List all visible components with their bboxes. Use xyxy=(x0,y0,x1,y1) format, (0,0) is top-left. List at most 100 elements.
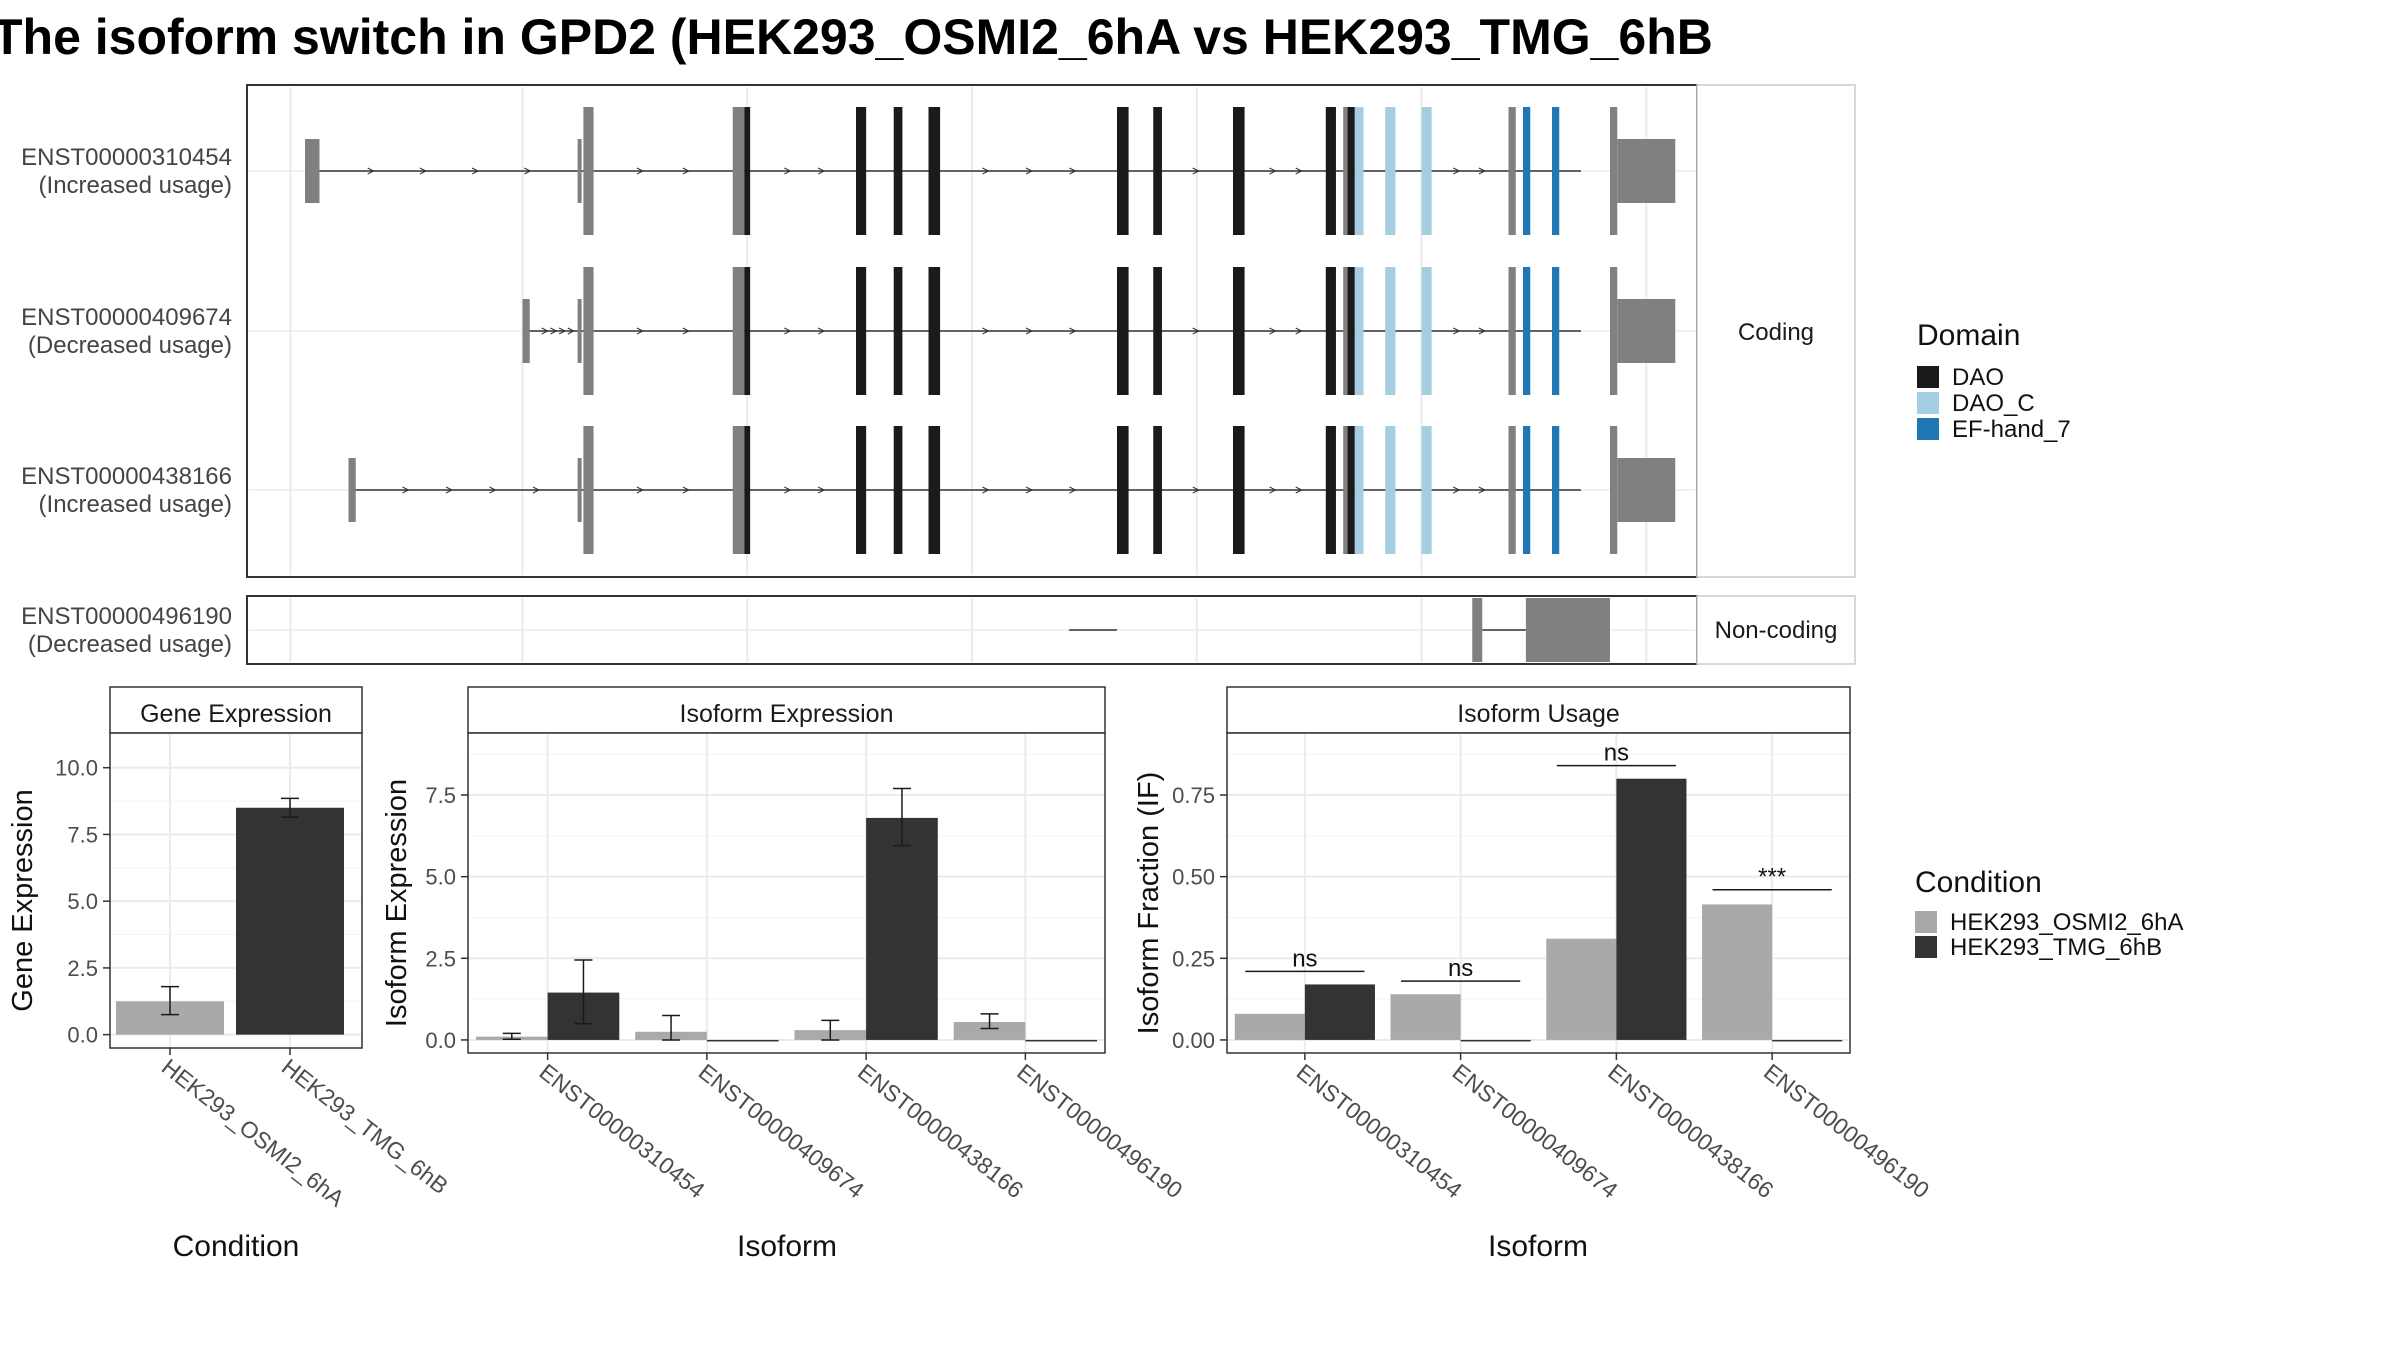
condition-legend-title: Condition xyxy=(1915,866,2042,899)
intron-arrow xyxy=(1295,167,1303,175)
intron-arrow xyxy=(402,486,410,494)
intron-arrow xyxy=(982,327,990,335)
domain-exon xyxy=(893,107,903,235)
domain-exon xyxy=(744,107,751,235)
domain-exon xyxy=(928,267,941,395)
condition-legend-label: HEK293_TMG_6hB xyxy=(1950,934,2162,961)
intron-arrow xyxy=(445,486,454,494)
intron-arrow xyxy=(817,486,826,494)
domain-exon xyxy=(1421,426,1432,554)
x-tick-label: ENST00000438166 xyxy=(853,1058,1028,1203)
x-tick-label: ENST00000310454 xyxy=(535,1058,710,1203)
bar xyxy=(1390,994,1461,1040)
bar xyxy=(236,807,344,1035)
domain-legend-label: EF-hand_7 xyxy=(1952,416,2071,443)
exon xyxy=(1610,267,1618,395)
intron-arrow xyxy=(682,486,690,494)
intron-arrow xyxy=(532,486,541,494)
domain-exon xyxy=(1421,267,1432,395)
domain-exon xyxy=(1421,107,1432,235)
intron-arrow xyxy=(541,327,549,335)
domain-exon xyxy=(928,107,941,235)
significance-label: ns xyxy=(1292,945,1317,972)
x-tick-label: ENST00000438166 xyxy=(1603,1058,1778,1203)
noncoding-strip xyxy=(1696,595,1856,665)
intron-arrow xyxy=(419,167,428,175)
transcript-usage-label: (Increased usage) xyxy=(39,491,232,518)
intron-arrow xyxy=(636,327,645,335)
exon xyxy=(1508,107,1516,235)
intron-arrow xyxy=(1295,486,1303,494)
bar xyxy=(1304,984,1375,1040)
intron-arrow xyxy=(1295,327,1303,335)
figure-title: The isoform switch in GPD2 (HEK293_OSMI2… xyxy=(0,9,1713,65)
exon xyxy=(1610,426,1618,554)
intron-arrow xyxy=(367,167,375,175)
exon xyxy=(732,426,745,554)
intron-arrow xyxy=(1025,327,1034,335)
bar xyxy=(1234,1013,1305,1040)
intron-arrow xyxy=(1453,167,1461,175)
bar xyxy=(1702,904,1773,1040)
exon xyxy=(1343,426,1348,554)
intron-arrow xyxy=(1069,327,1077,335)
domain-legend-swatch xyxy=(1917,392,1939,414)
y-tick-label: 2.5 xyxy=(425,946,456,971)
x-tick-label: ENST00000496190 xyxy=(1012,1058,1187,1203)
y-tick-label: 0.0 xyxy=(425,1028,456,1053)
domain-exon xyxy=(744,426,751,554)
x-tick-label: ENST00000409674 xyxy=(694,1058,869,1203)
y-tick-label: 0.25 xyxy=(1172,946,1215,971)
y-axis-title: Isoform Fraction (IF) xyxy=(1133,772,1165,1035)
y-tick-label: 10.0 xyxy=(55,756,98,781)
exon xyxy=(732,107,745,235)
bar xyxy=(1616,778,1687,1040)
significance-label: ns xyxy=(1604,740,1629,767)
domain-exon xyxy=(1347,107,1355,235)
intron-arrow xyxy=(1025,167,1034,175)
domain-exon xyxy=(1354,267,1364,395)
domain-exon xyxy=(1325,426,1336,554)
x-axis-title: Isoform xyxy=(1488,1230,1588,1263)
panel-strip-title: Gene Expression xyxy=(140,700,332,728)
bar xyxy=(706,1039,779,1042)
exon xyxy=(1525,598,1610,662)
domain-exon xyxy=(1153,426,1162,554)
domain-exon xyxy=(856,107,867,235)
exon-utr xyxy=(1617,458,1676,522)
domain-exon xyxy=(1117,267,1129,395)
plot-border xyxy=(1226,732,1851,1054)
transcript-id-label: ENST00000438166 xyxy=(21,463,232,490)
exon xyxy=(577,458,582,522)
intron-arrow xyxy=(1453,327,1461,335)
domain-exon xyxy=(1354,107,1364,235)
significance-label: *** xyxy=(1758,864,1786,891)
noncoding-strip-label: Non-coding xyxy=(1715,617,1838,644)
plot-border xyxy=(109,732,363,1049)
domain-legend-title: Domain xyxy=(1917,319,2020,352)
transcript-usage-label: (Increased usage) xyxy=(39,172,232,199)
transcript-id-label: ENST00000310454 xyxy=(21,144,232,171)
intron-arrow xyxy=(682,167,690,175)
condition-legend-swatch xyxy=(1915,936,1937,958)
x-axis-title: Isoform xyxy=(737,1230,837,1263)
plot-border xyxy=(467,732,1106,1054)
condition-legend-swatch xyxy=(1915,911,1937,933)
y-tick-label: 5.0 xyxy=(67,889,98,914)
y-tick-label: 0.00 xyxy=(1172,1028,1215,1053)
y-tick-label: 0.50 xyxy=(1172,865,1215,890)
exon xyxy=(1472,598,1483,662)
domain-exon xyxy=(1117,426,1129,554)
intron-arrow xyxy=(817,167,826,175)
y-tick-label: 2.5 xyxy=(67,956,98,981)
domain-legend-label: DAO xyxy=(1952,364,2004,391)
exon xyxy=(577,299,582,363)
intron-arrow xyxy=(489,486,497,494)
domain-exon xyxy=(893,426,903,554)
domain-exon xyxy=(1117,107,1129,235)
exon xyxy=(522,299,530,363)
exon-utr xyxy=(1617,139,1676,203)
domain-exon xyxy=(744,267,751,395)
domain-exon xyxy=(1523,267,1531,395)
domain-exon xyxy=(1233,107,1245,235)
